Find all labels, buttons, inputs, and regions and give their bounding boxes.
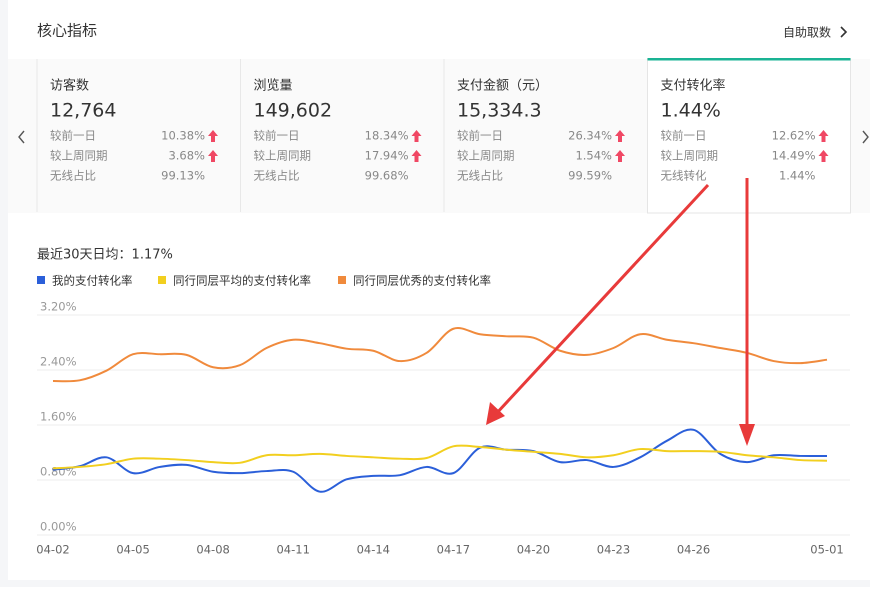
- x-tick-label: 05-01: [810, 543, 843, 557]
- legend-swatch: [37, 276, 45, 284]
- trend-up-icon: [411, 150, 422, 162]
- y-tick-label: 0.00%: [40, 520, 77, 534]
- x-tick-label: 04-08: [196, 543, 229, 557]
- trend-up-icon: [411, 130, 422, 142]
- legend-label: 同行同层平均的支付转化率: [173, 274, 311, 288]
- summary: 最近30天日均：1.17%: [37, 248, 173, 263]
- row-label: 无线占比: [254, 169, 300, 183]
- trend-up-icon: [208, 130, 218, 142]
- row-value: 99.59%: [568, 169, 612, 183]
- legend-swatch: [158, 276, 166, 284]
- row-value: 12.62%: [772, 129, 816, 143]
- row-label: 较前一日: [457, 129, 503, 143]
- trend-up-icon: [615, 150, 625, 162]
- row-value: 14.49%: [772, 149, 816, 163]
- row-label: 无线占比: [457, 169, 503, 183]
- row-value: 1.54%: [575, 149, 612, 163]
- row-value: 26.34%: [568, 129, 612, 143]
- y-tick-label: 1.60%: [40, 410, 77, 424]
- x-tick-label: 04-20: [517, 543, 550, 557]
- metric-value: 1.44%: [661, 100, 721, 122]
- metric-value: 15,334.3: [457, 100, 542, 122]
- x-tick-label: 04-26: [677, 543, 710, 557]
- series-line: [52, 428, 828, 493]
- row-value: 1.44%: [779, 169, 816, 183]
- arrow: [493, 183, 710, 417]
- next-button[interactable]: [862, 130, 869, 144]
- prev-button[interactable]: [18, 130, 25, 144]
- metric-value: 12,764: [50, 100, 116, 122]
- link[interactable]: 自助取数: [783, 25, 831, 40]
- metric-name: 访客数: [50, 78, 89, 94]
- x-tick-label: 04-23: [597, 543, 630, 557]
- x-tick-label: 04-17: [437, 543, 470, 557]
- legend-label: 同行同层优秀的支付转化率: [353, 274, 491, 288]
- row-label: 无线转化: [661, 169, 707, 183]
- section-title: 核心指标: [37, 22, 97, 40]
- row-value: 3.68%: [168, 149, 205, 163]
- row-value: 18.34%: [365, 129, 409, 143]
- active-indicator: [647, 58, 851, 61]
- metric-value: 149,602: [254, 100, 333, 122]
- legend-label: 我的支付转化率: [52, 274, 133, 288]
- metric-name: 浏览量: [254, 78, 293, 94]
- trend-up-icon: [208, 150, 218, 162]
- trend-up-icon: [615, 130, 625, 142]
- annotation-arrows: [486, 178, 755, 446]
- row-value: 99.13%: [161, 169, 205, 183]
- trend-up-icon: [818, 130, 829, 142]
- row-label: 较前一日: [254, 129, 300, 143]
- active-card: [647, 58, 851, 214]
- metric-name: 支付转化率: [661, 78, 726, 94]
- link-chevron[interactable]: [840, 26, 848, 38]
- row-value: 10.38%: [161, 129, 205, 143]
- arrowhead: [486, 402, 505, 425]
- row-label: 较上周同期: [254, 149, 312, 163]
- row-value: 17.94%: [365, 149, 409, 163]
- row-value: 99.68%: [365, 169, 409, 183]
- row-label: 较上周同期: [661, 149, 719, 163]
- metric-name: 支付金额（元）: [457, 78, 548, 94]
- series-line: [52, 444, 828, 470]
- row-label: 无线占比: [50, 169, 96, 183]
- x-tick-label: 04-02: [36, 543, 69, 557]
- row-label: 较前一日: [661, 129, 707, 143]
- row-label: 较上周同期: [50, 149, 108, 163]
- row-label: 较前一日: [50, 129, 96, 143]
- x-tick-label: 04-05: [116, 543, 149, 557]
- legend-swatch: [338, 276, 346, 284]
- x-tick-label: 04-11: [276, 543, 309, 557]
- y-tick-label: 3.20%: [40, 300, 77, 314]
- series-line: [52, 327, 828, 383]
- trend-up-icon: [818, 150, 829, 162]
- y-tick-label: 2.40%: [40, 355, 77, 369]
- row-label: 较上周同期: [457, 149, 515, 163]
- arrowhead: [739, 424, 755, 446]
- x-tick-label: 04-14: [357, 543, 390, 557]
